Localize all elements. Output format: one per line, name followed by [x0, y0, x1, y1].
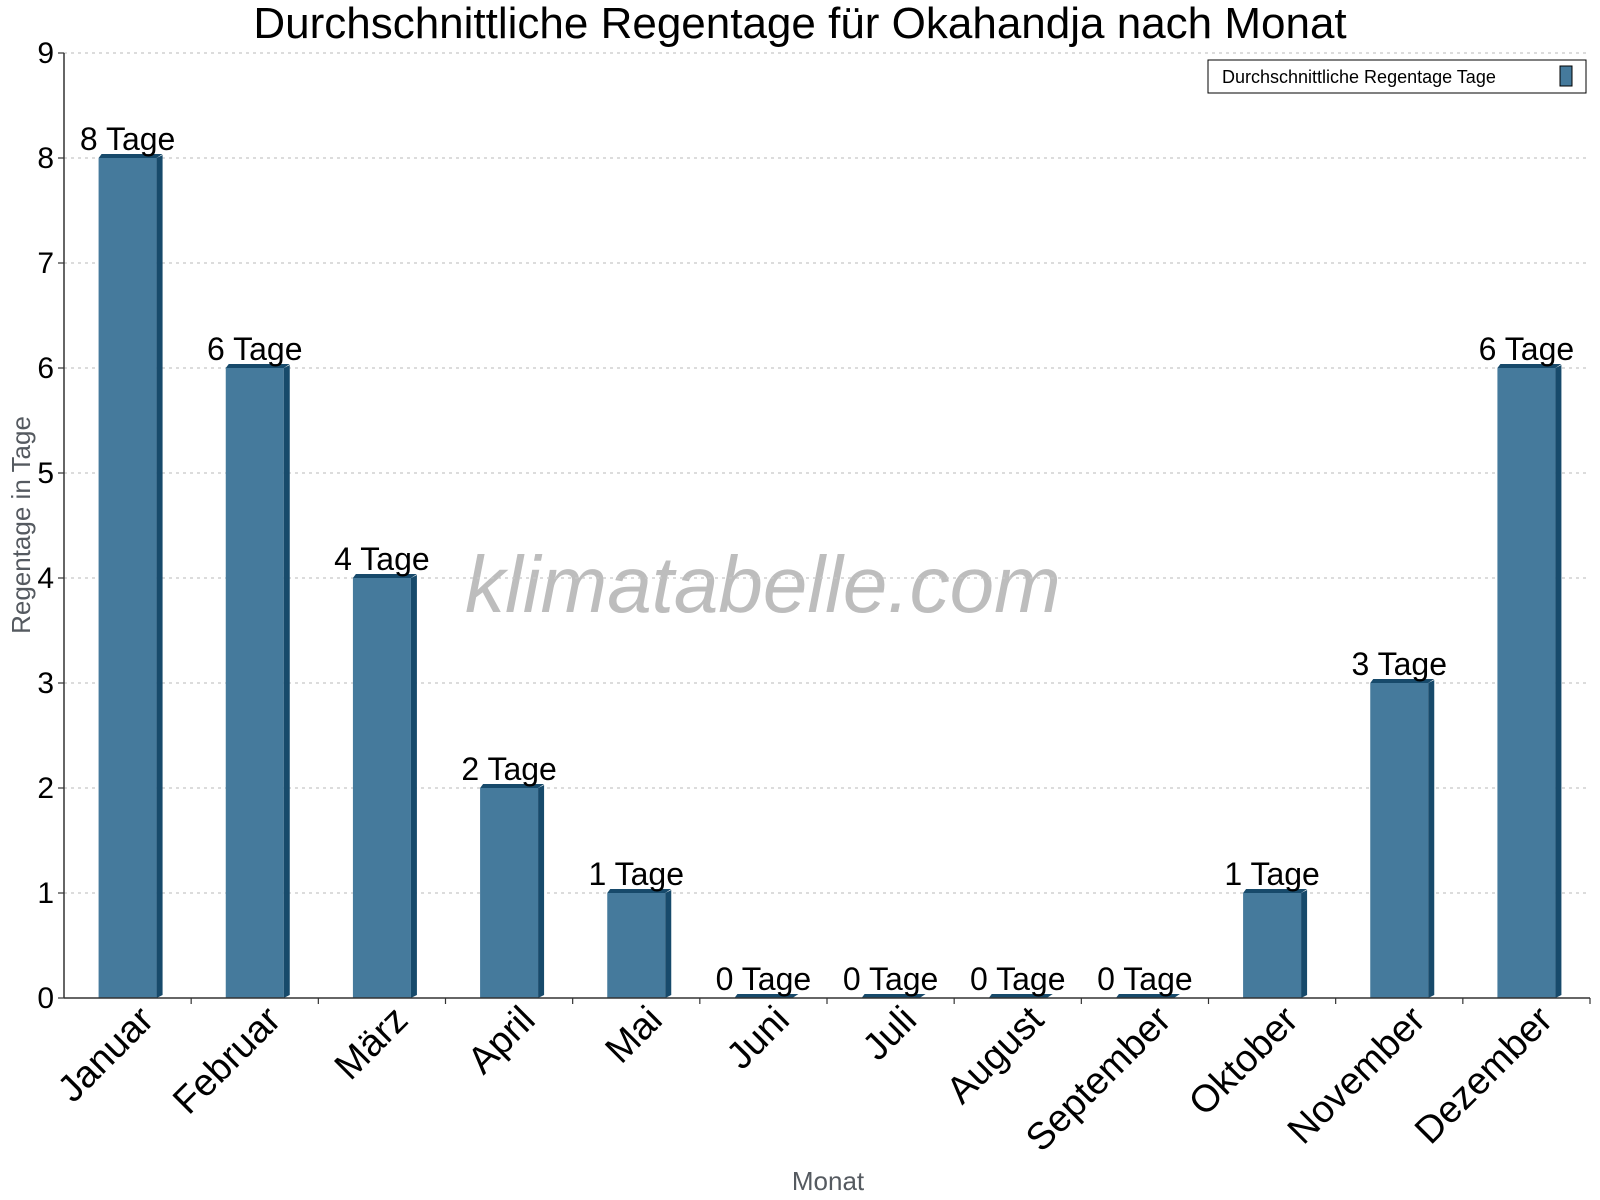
bar[interactable] — [607, 889, 672, 998]
bar[interactable] — [225, 364, 290, 998]
bar-top — [1243, 889, 1308, 893]
data-label: 1 Tage — [1224, 856, 1320, 892]
data-label: 0 Tage — [970, 961, 1066, 997]
bar-side — [538, 785, 545, 998]
y-tick-label: 3 — [37, 667, 54, 700]
bar-top — [352, 574, 417, 578]
data-label: 2 Tage — [461, 751, 557, 787]
bar[interactable] — [1370, 679, 1435, 998]
y-tick-label: 1 — [37, 877, 54, 910]
x-tick-labels: Januar Februar März April Mai Juni Juli AugustS… — [50, 998, 1591, 1160]
axes-layer — [63, 53, 1590, 999]
y-tick-label: 5 — [37, 457, 54, 490]
x-tick-label: April — [460, 999, 543, 1082]
bar-face — [352, 578, 411, 998]
x-tick-label: Juli — [855, 999, 925, 1069]
data-label: 0 Tage — [843, 961, 939, 997]
x-tick-label: Juni — [719, 999, 798, 1078]
bar-side — [1428, 680, 1435, 998]
bar-face — [1243, 893, 1302, 998]
bar-face — [480, 788, 539, 998]
legend-label: Durchschnittliche Regentage Tage — [1222, 67, 1496, 87]
bar-face — [1497, 368, 1556, 998]
y-tick-label: 8 — [37, 142, 54, 175]
data-label: 4 Tage — [334, 541, 430, 577]
chart-title: Durchschnittliche Regentage für Okahandj… — [253, 0, 1346, 48]
x-tick-label: März — [327, 999, 416, 1088]
y-tick-label: 7 — [37, 247, 54, 280]
watermark: klimatabelle.com — [465, 540, 1061, 629]
bar[interactable] — [1497, 364, 1562, 998]
bar-top — [861, 994, 926, 998]
data-label: 0 Tage — [1097, 961, 1193, 997]
bar-face — [607, 893, 666, 998]
bar[interactable] — [98, 154, 163, 998]
bar-top — [225, 364, 290, 368]
x-tick-label: Oktober — [1181, 998, 1307, 1124]
bar-side — [1301, 890, 1308, 998]
bar-face — [225, 368, 284, 998]
bar-face — [1370, 683, 1429, 998]
bar-top — [480, 784, 545, 788]
bar-top — [98, 154, 163, 158]
legend-box — [1207, 59, 1587, 94]
y-tick-label: 4 — [37, 562, 54, 595]
x-axis-title: Monat — [792, 1166, 865, 1196]
y-tick-label: 6 — [37, 352, 54, 385]
legend[interactable]: Durchschnittliche Regentage Tage — [1207, 59, 1587, 94]
bar[interactable] — [988, 994, 1053, 998]
bar[interactable] — [734, 994, 799, 998]
x-tick-label: Dezember — [1407, 998, 1561, 1152]
bar-side — [156, 155, 163, 998]
bar-top — [607, 889, 672, 893]
data-label: 1 Tage — [589, 856, 685, 892]
bar[interactable] — [861, 994, 926, 998]
data-label: 0 Tage — [716, 961, 812, 997]
bar-top — [988, 994, 1053, 998]
bar[interactable] — [1243, 889, 1308, 998]
bar-side — [283, 365, 290, 998]
data-labels: 8 Tage 6 Tage 4 Tage 2 Tage 1 Tage 0 Tage 0 Ta… — [80, 121, 1574, 997]
bar-face — [98, 158, 157, 998]
x-tick-label: August — [939, 998, 1053, 1112]
data-label: 3 Tage — [1352, 646, 1448, 682]
y-tick-label: 9 — [37, 37, 54, 70]
x-tick-label: Mai — [598, 999, 671, 1072]
legend-swatch — [1559, 65, 1573, 87]
x-tick-label: Februar — [165, 998, 289, 1122]
bar[interactable] — [352, 574, 417, 998]
y-tick-labels: 0 1 2 3 4 5 6 7 8 9 — [37, 37, 64, 1015]
bar-top — [734, 994, 799, 998]
x-tick-label: November — [1280, 998, 1434, 1152]
bar-side — [410, 575, 417, 998]
bar-side — [1555, 365, 1562, 998]
bar[interactable] — [480, 784, 545, 998]
x-tick-label: Januar — [50, 998, 162, 1110]
bar-top — [1497, 364, 1562, 368]
bar[interactable] — [1115, 994, 1180, 998]
bar-side — [665, 890, 672, 998]
bars-layer — [98, 154, 1562, 998]
data-label: 6 Tage — [1479, 331, 1575, 367]
data-label: 8 Tage — [80, 121, 176, 157]
y-axis-title: Regentage in Tage — [6, 416, 36, 634]
bar-top — [1115, 994, 1180, 998]
bar-top — [1370, 679, 1435, 683]
y-tick-label: 0 — [37, 982, 54, 1015]
grid-layer — [64, 52, 1590, 894]
data-label: 6 Tage — [207, 331, 303, 367]
y-tick-label: 2 — [37, 772, 54, 805]
